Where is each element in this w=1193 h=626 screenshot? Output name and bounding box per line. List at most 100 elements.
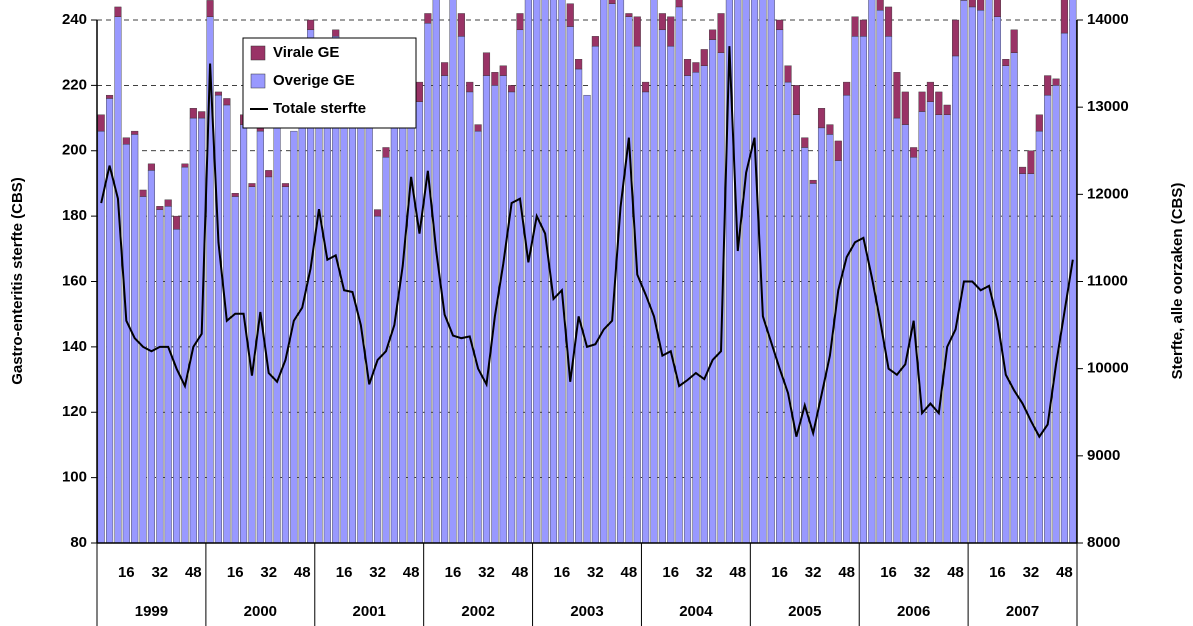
bar-segment — [566, 3, 574, 27]
bar-segment — [742, 0, 750, 544]
bar-segment — [290, 130, 298, 544]
bar-segment — [918, 91, 926, 112]
x-tick-label: 16 — [989, 564, 1006, 581]
bar-segment — [893, 117, 901, 544]
bar-segment — [147, 170, 155, 544]
bar-segment — [884, 36, 893, 544]
bar-segment — [918, 111, 926, 544]
bar-segment — [675, 0, 683, 8]
bar-segment — [1044, 75, 1052, 96]
bar-segment — [809, 179, 817, 184]
y2-tick-label: 10000 — [1087, 360, 1129, 377]
bar-segment — [834, 160, 842, 544]
bar-segment — [273, 108, 281, 544]
bar-segment — [859, 19, 867, 37]
bar-segment — [901, 124, 909, 544]
bar-segment — [1010, 29, 1018, 53]
bar-segment — [851, 16, 859, 37]
bar-segment — [642, 91, 650, 544]
bar-segment — [868, 0, 876, 544]
bar-segment — [566, 26, 574, 544]
bar-segment — [1019, 173, 1027, 544]
bar-segment — [667, 16, 675, 47]
x-tick-label: 32 — [805, 564, 822, 581]
bar-segment — [122, 144, 130, 544]
bar-segment — [189, 108, 197, 119]
x-tick-label: 48 — [729, 564, 746, 581]
bar-segment — [658, 29, 666, 544]
bar-segment — [591, 36, 599, 47]
legend-label: Virale GE — [273, 44, 339, 61]
bar-segment — [851, 36, 859, 544]
bar-segment — [558, 0, 566, 544]
y-tick-label: 80 — [70, 534, 87, 551]
bar-segment — [189, 117, 197, 544]
bar-segment — [709, 39, 717, 544]
bar-segment — [951, 55, 960, 544]
bar-segment — [700, 65, 708, 544]
bar-segment — [616, 0, 625, 544]
bar-segment — [943, 114, 951, 544]
x-tick-label: 16 — [554, 564, 571, 581]
bar-segment — [457, 13, 465, 37]
bar-segment — [993, 0, 1001, 17]
bar-segment — [382, 147, 390, 158]
y-tick-label: 160 — [62, 272, 87, 289]
year-label: 2005 — [788, 603, 821, 620]
bar-segment — [625, 13, 633, 17]
year-label: 2007 — [1006, 603, 1039, 620]
bar-segment — [407, 72, 415, 544]
x-tick-label: 16 — [880, 564, 897, 581]
bar-segment — [876, 0, 884, 11]
bar-segment — [792, 114, 800, 544]
bar-segment — [792, 85, 800, 115]
x-tick-label: 48 — [403, 564, 420, 581]
x-tick-label: 48 — [294, 564, 311, 581]
year-label: 2001 — [353, 603, 386, 620]
bar-segment — [466, 81, 474, 93]
x-tick-label: 32 — [1023, 564, 1040, 581]
y-axis-title: Gastro-enteritis sterfte (CBS) — [9, 177, 26, 385]
bar-segment — [156, 209, 164, 544]
y-tick-label: 200 — [62, 142, 87, 159]
bar-segment — [516, 29, 524, 544]
bar-segment — [1010, 52, 1018, 544]
legend-swatch — [250, 45, 266, 61]
bar-segment — [734, 0, 742, 544]
bar-segment — [625, 16, 633, 544]
bar-segment — [960, 0, 968, 544]
bar-segment — [415, 101, 424, 544]
line-series — [100, 46, 1074, 439]
x-tick-label: 16 — [118, 564, 135, 581]
bar-segment — [935, 114, 943, 544]
x-tick-label: 16 — [336, 564, 353, 581]
bar-segment — [399, 117, 407, 544]
y-tick-label: 180 — [62, 207, 87, 224]
bar-segment — [424, 23, 432, 544]
y-tick-label: 120 — [62, 403, 87, 420]
bar-segment — [658, 13, 666, 31]
year-label: 2003 — [570, 603, 603, 620]
bar-segment — [441, 62, 449, 76]
bar-segment — [776, 29, 784, 544]
bar-segment — [608, 0, 616, 4]
bar-segment — [365, 127, 373, 544]
bar-segment — [106, 98, 114, 544]
bar-segment — [834, 140, 842, 161]
bar-segment — [348, 94, 357, 544]
bar-segment — [181, 163, 189, 168]
bar-segment — [910, 147, 918, 158]
bar-segment — [474, 130, 482, 544]
y2-tick-label: 11000 — [1087, 272, 1128, 289]
legend-label: Totale sterfte — [273, 100, 366, 117]
bar-segment — [206, 0, 214, 17]
x-tick-label: 32 — [478, 564, 495, 581]
bar-segment — [340, 98, 348, 544]
bar-segment — [97, 114, 105, 132]
bar-segment — [198, 111, 206, 119]
x-tick-label: 16 — [445, 564, 462, 581]
x-tick-label: 48 — [621, 564, 638, 581]
bar-segment — [709, 29, 717, 40]
bar-segment — [457, 36, 465, 544]
